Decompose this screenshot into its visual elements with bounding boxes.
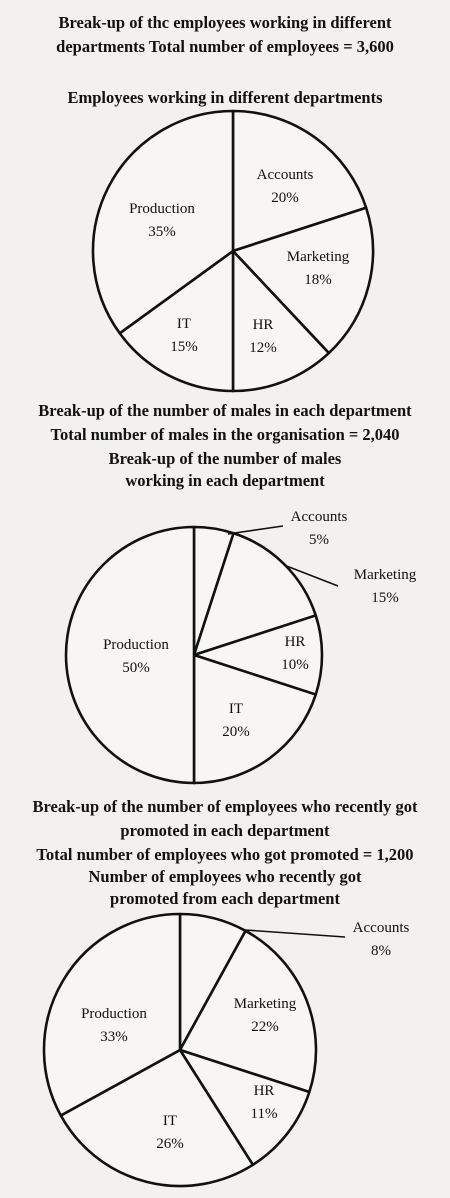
pie-chart-males: Accounts 5% Marketing 15% HR 10% IT 20% Producti… xyxy=(64,509,417,785)
slice-value-marketing: 18% xyxy=(304,272,332,288)
chart3-title-line-5: promoted from each department xyxy=(110,889,340,908)
slice-label-marketing: Marketing xyxy=(287,249,350,265)
slice-label-hr: HR xyxy=(285,634,306,650)
slice-label-it: IT xyxy=(177,316,191,332)
slice-value-it: 20% xyxy=(222,724,250,740)
slice-label-marketing: Marketing xyxy=(354,567,417,583)
slice-value-marketing: 22% xyxy=(251,1019,279,1035)
chart3-title-line-1: Break-up of the number of employees who … xyxy=(32,797,418,816)
slice-value-accounts: 5% xyxy=(309,532,329,548)
chart3-title-line-4: Number of employees who recently got xyxy=(88,867,362,886)
chart2-title-line-1: Break-up of the number of males in each … xyxy=(38,401,412,420)
pie-slice-marketing xyxy=(178,929,318,1094)
leader-line-marketing xyxy=(283,564,339,587)
slice-label-accounts: Accounts xyxy=(291,509,348,525)
pie-chart-employees: Accounts 20% Marketing 18% HR 12% IT 15% Product… xyxy=(91,109,375,393)
slice-value-hr: 12% xyxy=(249,340,277,356)
slice-label-accounts: Accounts xyxy=(257,167,314,183)
pie-slice-production xyxy=(64,525,196,785)
slice-label-production: Production xyxy=(129,201,195,217)
slice-value-hr: 10% xyxy=(281,657,309,673)
slice-value-accounts: 20% xyxy=(271,190,299,206)
chart2-title-line-3: Break-up of the number of males xyxy=(108,449,342,468)
leader-line-accounts xyxy=(227,525,284,535)
pie-slice-hr xyxy=(231,249,331,393)
pie-chart-promoted: Accounts 8% Marketing 22% HR 11% IT 26% Producti… xyxy=(42,912,410,1188)
pie-slice-hr xyxy=(178,1048,311,1167)
header-line-2: departments Total number of employees = … xyxy=(56,37,394,56)
slice-label-accounts: Accounts xyxy=(353,920,410,936)
slice-value-it: 15% xyxy=(170,339,198,355)
chart1-title: Employees working in different departmen… xyxy=(67,88,383,107)
leader-line-accounts xyxy=(244,929,346,938)
slice-value-production: 33% xyxy=(100,1029,128,1045)
slice-value-it: 26% xyxy=(156,1136,184,1152)
slice-value-production: 50% xyxy=(122,660,150,676)
slice-label-marketing: Marketing xyxy=(234,996,297,1012)
slice-label-hr: HR xyxy=(253,317,274,333)
chart3-title-line-2: promoted in each department xyxy=(120,821,330,840)
pie-slice-hr xyxy=(192,614,324,696)
pie-slice-production xyxy=(91,109,235,335)
pie-slice-marketing xyxy=(231,206,375,355)
slice-label-production: Production xyxy=(81,1006,147,1022)
pie-slice-accounts xyxy=(231,109,368,253)
pie-slices xyxy=(64,525,324,785)
chart2-title-line-4: working in each department xyxy=(125,471,325,490)
pie-slice-production xyxy=(42,912,182,1117)
pie-slice-it xyxy=(59,1048,255,1188)
slice-value-hr: 11% xyxy=(251,1106,278,1122)
slice-label-it: IT xyxy=(229,701,243,717)
chart3-title-line-3: Total number of employees who got promot… xyxy=(36,845,414,864)
pie-slice-it xyxy=(192,653,318,785)
slice-value-production: 35% xyxy=(148,224,176,240)
pie-slices xyxy=(91,109,375,393)
slice-label-hr: HR xyxy=(254,1083,275,1099)
slice-value-accounts: 8% xyxy=(371,943,391,959)
slice-value-marketing: 15% xyxy=(371,590,399,606)
pie-slice-it xyxy=(118,249,235,393)
pie-slices xyxy=(42,912,318,1188)
chart2-title-line-2: Total number of males in the organisatio… xyxy=(50,425,400,444)
slice-label-it: IT xyxy=(163,1113,177,1129)
slice-label-production: Production xyxy=(103,637,169,653)
header-line-1: Break-up of thc employees working in dif… xyxy=(58,13,392,32)
